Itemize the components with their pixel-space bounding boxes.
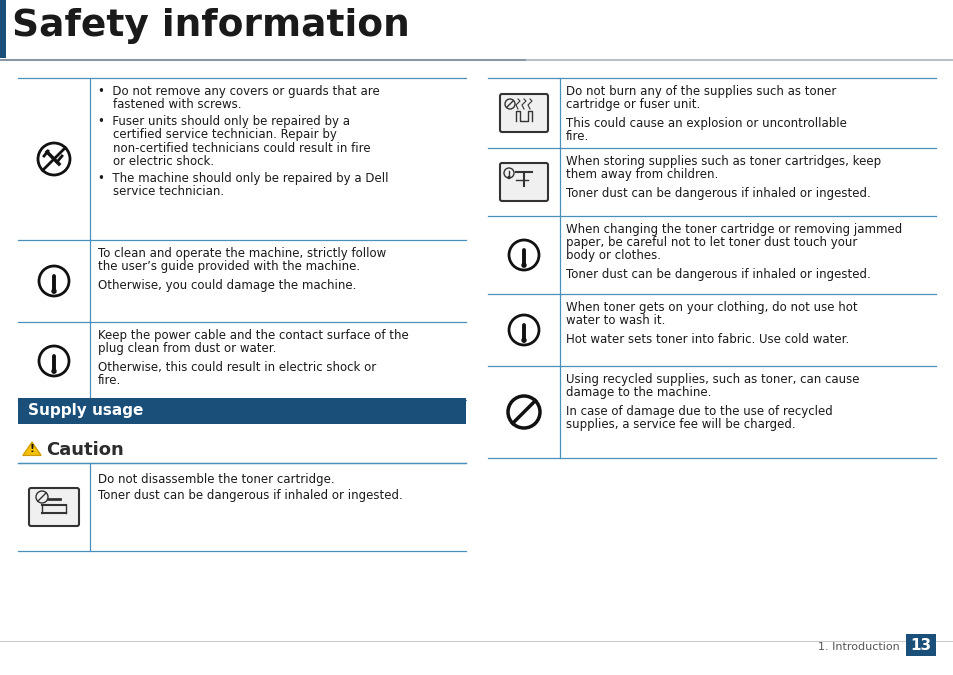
Text: Do not disassemble the toner cartridge.: Do not disassemble the toner cartridge. xyxy=(98,473,335,486)
Text: them away from children.: them away from children. xyxy=(565,168,718,181)
Text: certified service technician. Repair by: certified service technician. Repair by xyxy=(98,128,336,141)
Text: Do not burn any of the supplies such as toner: Do not burn any of the supplies such as … xyxy=(565,85,836,98)
FancyBboxPatch shape xyxy=(18,398,465,424)
Text: When toner gets on your clothing, do not use hot: When toner gets on your clothing, do not… xyxy=(565,301,857,314)
Text: paper, be careful not to let toner dust touch your: paper, be careful not to let toner dust … xyxy=(565,236,857,249)
Text: •  Fuser units should only be repaired by a: • Fuser units should only be repaired by… xyxy=(98,115,350,128)
Text: When storing supplies such as toner cartridges, keep: When storing supplies such as toner cart… xyxy=(565,155,881,168)
Text: When changing the toner cartridge or removing jammed: When changing the toner cartridge or rem… xyxy=(565,223,902,236)
Text: supplies, a service fee will be charged.: supplies, a service fee will be charged. xyxy=(565,418,795,431)
Text: To clean and operate the machine, strictly follow: To clean and operate the machine, strict… xyxy=(98,247,386,260)
Text: •  Do not remove any covers or guards that are: • Do not remove any covers or guards tha… xyxy=(98,85,379,98)
Text: Safety information: Safety information xyxy=(12,8,410,44)
Polygon shape xyxy=(23,442,41,456)
Circle shape xyxy=(521,338,525,342)
FancyBboxPatch shape xyxy=(499,163,547,201)
Text: or electric shock.: or electric shock. xyxy=(98,155,213,167)
Text: plug clean from dust or water.: plug clean from dust or water. xyxy=(98,342,276,355)
Text: Toner dust can be dangerous if inhaled or ingested.: Toner dust can be dangerous if inhaled o… xyxy=(565,268,870,281)
Text: fire.: fire. xyxy=(565,130,589,143)
Text: In case of damage due to the use of recycled: In case of damage due to the use of recy… xyxy=(565,405,832,418)
Text: cartridge or fuser unit.: cartridge or fuser unit. xyxy=(565,98,700,111)
Text: Keep the power cable and the contact surface of the: Keep the power cable and the contact sur… xyxy=(98,329,408,342)
Text: Otherwise, this could result in electric shock or: Otherwise, this could result in electric… xyxy=(98,360,375,374)
Text: Using recycled supplies, such as toner, can cause: Using recycled supplies, such as toner, … xyxy=(565,373,859,386)
Circle shape xyxy=(52,289,56,293)
FancyBboxPatch shape xyxy=(905,634,935,656)
FancyBboxPatch shape xyxy=(29,488,79,526)
Text: service technician.: service technician. xyxy=(98,185,224,198)
Text: Toner dust can be dangerous if inhaled or ingested.: Toner dust can be dangerous if inhaled o… xyxy=(98,489,402,502)
Text: •  The machine should only be repaired by a Dell: • The machine should only be repaired by… xyxy=(98,171,388,185)
Circle shape xyxy=(507,176,510,178)
Text: !: ! xyxy=(30,444,34,454)
Text: Hot water sets toner into fabric. Use cold water.: Hot water sets toner into fabric. Use co… xyxy=(565,333,848,346)
Text: fire.: fire. xyxy=(98,374,121,387)
Text: the user’s guide provided with the machine.: the user’s guide provided with the machi… xyxy=(98,260,359,273)
Text: 1. Introduction: 1. Introduction xyxy=(818,642,899,652)
Text: damage to the machine.: damage to the machine. xyxy=(565,386,711,399)
Circle shape xyxy=(52,369,56,373)
Text: non-certified technicians could result in fire: non-certified technicians could result i… xyxy=(98,142,370,155)
Circle shape xyxy=(521,263,525,267)
FancyBboxPatch shape xyxy=(0,0,6,58)
Text: Otherwise, you could damage the machine.: Otherwise, you could damage the machine. xyxy=(98,279,356,292)
Text: Toner dust can be dangerous if inhaled or ingested.: Toner dust can be dangerous if inhaled o… xyxy=(565,187,870,200)
Text: 13: 13 xyxy=(909,637,930,653)
FancyBboxPatch shape xyxy=(499,94,547,132)
Text: Caution: Caution xyxy=(46,441,124,459)
Text: body or clothes.: body or clothes. xyxy=(565,249,660,263)
Text: Supply usage: Supply usage xyxy=(28,404,143,418)
Text: fastened with screws.: fastened with screws. xyxy=(98,98,241,111)
Text: water to wash it.: water to wash it. xyxy=(565,314,664,327)
Text: This could cause an explosion or uncontrollable: This could cause an explosion or uncontr… xyxy=(565,117,846,130)
